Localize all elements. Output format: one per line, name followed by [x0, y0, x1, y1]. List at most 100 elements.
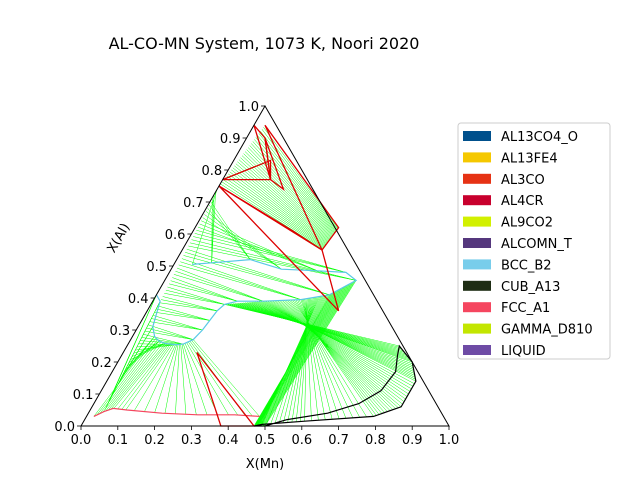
bcc-b2-boundary: [152, 258, 358, 346]
tie-line: [259, 284, 348, 427]
tie-line: [210, 201, 251, 260]
tie-line: [193, 236, 347, 273]
tie-line: [113, 343, 168, 409]
tie-line: [220, 183, 323, 250]
legend-entry: LIQUID: [501, 344, 546, 359]
legend-entry: ALCOMN_T: [501, 237, 572, 252]
tie-line: [273, 300, 403, 405]
x-tick-label: 0.0: [71, 433, 92, 448]
tie-line: [267, 300, 409, 395]
legend-entry: AL4CR: [501, 194, 544, 209]
tie-line: [255, 289, 340, 427]
tie-line: [245, 302, 414, 367]
tie-line: [231, 169, 327, 245]
tie-line: [244, 151, 332, 238]
tie-line: [263, 281, 354, 427]
legend-swatch: [463, 173, 491, 184]
tie-line: [262, 301, 414, 387]
legend-swatch: [463, 238, 491, 248]
chart-title: AL-CO-MN System, 1073 K, Noori 2020: [109, 34, 420, 53]
tie-line: [254, 291, 335, 427]
y-tick-label: 0.7: [183, 196, 204, 211]
legend-entry: AL13CO4_O: [501, 130, 578, 145]
tie-line: [277, 300, 399, 408]
tie-line: [183, 344, 208, 415]
tie-line: [211, 192, 216, 263]
tie-line: [181, 258, 301, 300]
fcc-a1-boundary: [93, 407, 260, 417]
tie-line: [241, 302, 413, 363]
tie-line: [144, 330, 194, 340]
tie-line: [202, 217, 282, 270]
tie-line: [138, 343, 176, 345]
tie-line: [254, 292, 334, 427]
legend-entry: GAMMA_D810: [501, 323, 593, 338]
tie-line: [223, 179, 324, 248]
tie-line: [237, 161, 329, 242]
y-tick-label: 0.0: [54, 420, 75, 435]
tie-line: [105, 340, 162, 412]
tie-line: [188, 341, 238, 416]
tie-line: [228, 173, 326, 246]
ternary-frame: [80, 104, 450, 427]
y-tick-label: 0.4: [128, 292, 149, 307]
tie-line: [194, 233, 347, 273]
tie-line: [125, 344, 173, 411]
tie-line: [226, 175, 325, 247]
legend-swatch: [463, 131, 491, 141]
tie-line: [270, 300, 406, 400]
tie-line: [146, 327, 194, 340]
tie-line: [175, 344, 180, 414]
tie-line: [204, 214, 282, 270]
x-tick-label: 0.8: [365, 433, 386, 448]
tie-line: [178, 264, 301, 300]
tie-line: [186, 342, 229, 415]
tie-line: [108, 342, 164, 411]
tie-line: [257, 301, 416, 380]
legend-swatch: [463, 302, 491, 313]
y-tick-label: 0.3: [110, 324, 131, 339]
tie-line: [253, 293, 333, 427]
tie-line: [154, 311, 210, 321]
y-tick-label: 1.0: [238, 100, 259, 115]
plot-area: [93, 124, 417, 427]
tie-line: [257, 287, 344, 427]
x-tick-label: 1.0: [439, 433, 460, 448]
tie-line: [280, 300, 394, 410]
tie-line: [282, 300, 391, 411]
tie-line: [260, 131, 338, 230]
legend-entry: FCC_A1: [501, 301, 550, 316]
tie-line: [162, 296, 218, 312]
axes: 0.0 0.1 0.2 0.3 0.4 0.5 0.6 0.7 0.8 0.9 1.0 0.0 0.1 0…: [54, 100, 459, 448]
tie-line: [229, 171, 327, 245]
tie-line: [247, 147, 333, 236]
tie-line: [191, 239, 357, 281]
y-tick-label: 0.8: [202, 164, 223, 179]
tie-line: [224, 177, 325, 248]
tie-line: [102, 339, 161, 413]
tie-line: [196, 229, 347, 273]
tie-line: [256, 287, 343, 427]
tie-line: [275, 300, 402, 407]
tie-line: [172, 277, 238, 302]
x-tick-label: 0.6: [291, 433, 312, 448]
tie-line: [268, 300, 408, 397]
x-tick-label: 0.5: [255, 433, 276, 448]
tie-line: [243, 302, 413, 365]
tie-line: [180, 344, 187, 415]
tie-line: [255, 290, 338, 427]
tie-line: [243, 153, 332, 239]
tie-line: [96, 337, 157, 416]
tie-line: [191, 340, 253, 417]
tie-line: [246, 302, 414, 368]
three-phase-triangle: [218, 185, 340, 312]
tie-line: [295, 298, 311, 422]
three-phase-triangle: [222, 159, 272, 181]
tie-line: [186, 248, 330, 296]
tie-line: [265, 300, 411, 392]
tie-line: [255, 301, 416, 378]
legend-swatch: [463, 259, 491, 270]
x-tick-label: 0.9: [402, 433, 423, 448]
tie-line: [264, 280, 356, 427]
x-tick-label: 0.7: [328, 433, 349, 448]
